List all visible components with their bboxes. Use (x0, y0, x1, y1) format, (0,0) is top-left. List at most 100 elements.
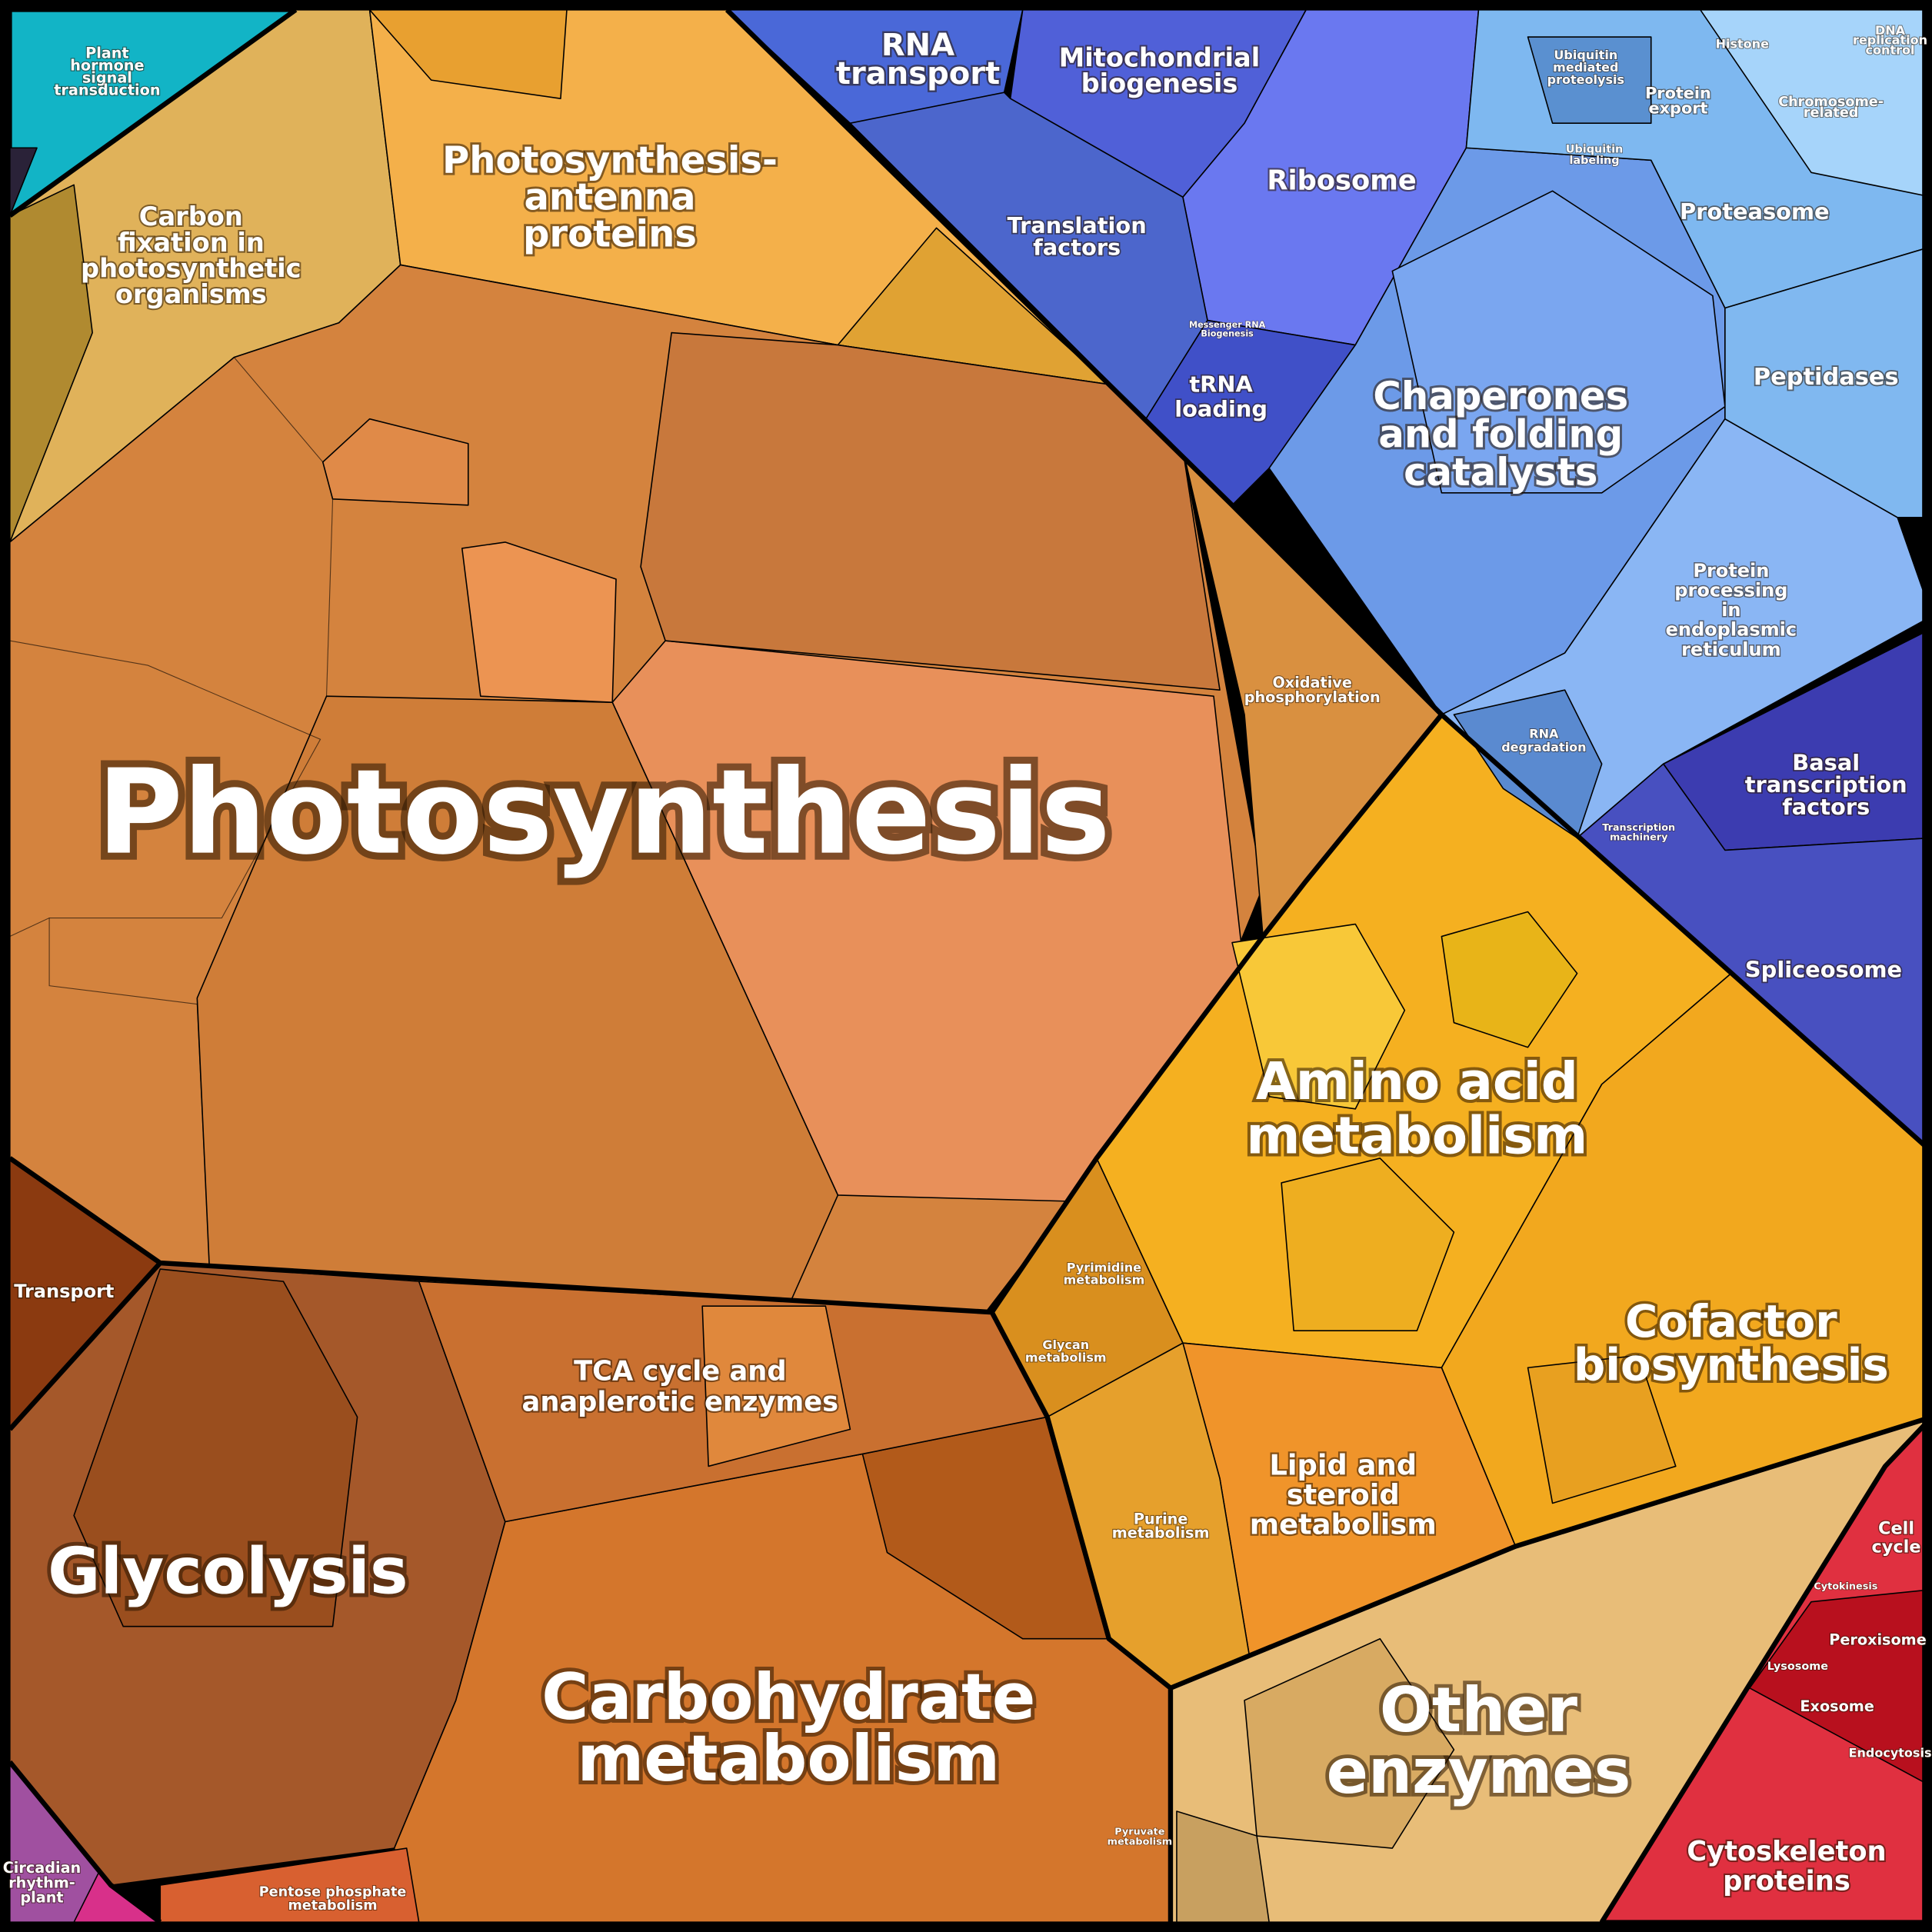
label-line: Proteasome (1680, 198, 1830, 225)
label-line: steroid (1287, 1478, 1400, 1511)
label-line: and folding (1378, 412, 1623, 457)
label-line: metabolism (577, 1721, 1000, 1796)
label-line: in (1721, 599, 1740, 621)
label-line: fixation in (118, 228, 265, 258)
label-line: anaplerotic enzymes (522, 1386, 839, 1417)
amino-acid-cell (1231, 923, 1406, 1110)
amino-acid-cell (1441, 911, 1578, 1048)
label-line: Pyruvate (1114, 1826, 1164, 1837)
label-line: signal (82, 68, 132, 86)
label-line: Cytokinesis (1814, 1581, 1877, 1593)
region-label: Glycan metabolism (1025, 1337, 1107, 1364)
label-line: proteins (523, 212, 697, 255)
label-line: control (1866, 42, 1915, 57)
region-label: Cytoskeleton proteins (1687, 1836, 1886, 1897)
region-label: Proteasome (1680, 198, 1830, 225)
label-line: metabolism (1246, 1106, 1587, 1166)
group-border (8, 1261, 162, 1431)
region-label: Carbon fixation in photosynthetic organisms (81, 202, 301, 309)
region-label: Ubiquitin labeling (1566, 144, 1624, 167)
region-label: Cofactor biosynthesis (1574, 1295, 1889, 1391)
cofactor-cell (1527, 1354, 1677, 1504)
label-line: plant (20, 1889, 63, 1907)
label-line: cycle (1872, 1537, 1921, 1557)
label-line: Other (1380, 1674, 1578, 1746)
label-line: Ubiquitin (1566, 144, 1624, 156)
region-label: Transcription machinery (1602, 822, 1675, 844)
rna-degradation-cell (1453, 689, 1603, 839)
region-label: Chromosome-related (1778, 95, 1884, 121)
region-label: Transport (14, 1281, 114, 1302)
label-line: degradation (1501, 740, 1586, 754)
label-line: Cell (1878, 1519, 1914, 1539)
label-line: Lysosome (1767, 1661, 1829, 1673)
peptidases-cell (1724, 245, 1932, 518)
red-cell (1749, 1588, 1932, 1787)
label-line: mediated (1553, 60, 1618, 75)
label-line: endoplasmic (1666, 619, 1797, 641)
label-line: loading (1174, 395, 1267, 421)
label-line: tRNA (1189, 371, 1253, 397)
label-line: Histone (1716, 36, 1769, 51)
region-label: Cytokinesis (1814, 1581, 1877, 1593)
label-line: processing (1674, 579, 1787, 601)
region-label: Purine metabolism (1112, 1511, 1210, 1542)
group-border (724, 8, 1932, 1154)
label-line: transcription (1745, 771, 1907, 798)
label-line: Purine (1134, 1511, 1188, 1528)
label-line: organisms (115, 279, 267, 309)
region-label: Basal transcription factors (1745, 749, 1907, 820)
group-border (1169, 1414, 1932, 1690)
label-line: Transcription (1602, 822, 1675, 834)
region-label: Pyruvate metabolism (1108, 1826, 1172, 1847)
label-line: metabolism (288, 1898, 377, 1914)
region-label: Protein export (1645, 84, 1711, 117)
group-border (1599, 1415, 1932, 1924)
label-line: Peroxisome (1829, 1631, 1927, 1649)
label-line: rhythm- (8, 1874, 75, 1891)
other-enzymes-cell (1244, 1637, 1455, 1849)
region-label: Histone (1716, 36, 1769, 51)
region-label: Exosome (1800, 1697, 1874, 1715)
label-line: labeling (1569, 155, 1619, 167)
label-line: replication (1853, 33, 1927, 48)
region-label: Ubiquitin mediated proteolysis (1547, 48, 1624, 87)
label-line: photosynthetic (81, 253, 301, 283)
label-line: Cytoskeleton (1687, 1836, 1886, 1867)
label-line: Glycan (1042, 1337, 1089, 1352)
region-label: Cell cycle (1872, 1519, 1921, 1557)
label-line: RNA (1529, 727, 1559, 741)
label-line: transduction (54, 81, 160, 98)
label-line: factors (1782, 794, 1870, 820)
label-line: Carbon (139, 202, 243, 232)
cell-edge (48, 918, 210, 1270)
labels: Photosynthesis Carbon fixation in photosynt… (2, 22, 1932, 1914)
label-line: factors (1033, 235, 1121, 261)
cell-edge (233, 357, 334, 697)
tca-cell (701, 1305, 851, 1467)
label-line: Oxidative (1272, 674, 1351, 691)
photosynthesis-cell (461, 541, 617, 703)
label-line: Photosynthesis- (442, 138, 778, 182)
region-label: Mitochondrial biogenesis (1059, 43, 1260, 99)
label-line: Pyrimidine (1067, 1260, 1141, 1274)
label-line: catalysts (1404, 450, 1597, 495)
label-line: Spliceosome (1745, 956, 1902, 982)
region-label: DNA replication control (1853, 23, 1927, 58)
region-label: tRNA loading (1174, 371, 1267, 421)
label-line: phosphorylation (1244, 688, 1381, 706)
label-line: Mitochondrial (1059, 43, 1260, 73)
ubiquitin-cell (1527, 36, 1652, 125)
label-line: Pentose phosphate (259, 1885, 407, 1900)
label-line: Basal (1792, 749, 1860, 775)
label-line: transport (836, 56, 1000, 92)
label-line: Ubiquitin (1554, 48, 1617, 62)
label-line: Glycolysis (48, 1534, 408, 1608)
group-border (989, 1311, 1174, 1923)
group-border (8, 8, 298, 218)
label-line: Translation (1008, 212, 1147, 238)
label-line: metabolism (1064, 1272, 1145, 1287)
region-label: RNA transport (836, 28, 1000, 92)
label-line: Circadian (3, 1859, 82, 1877)
